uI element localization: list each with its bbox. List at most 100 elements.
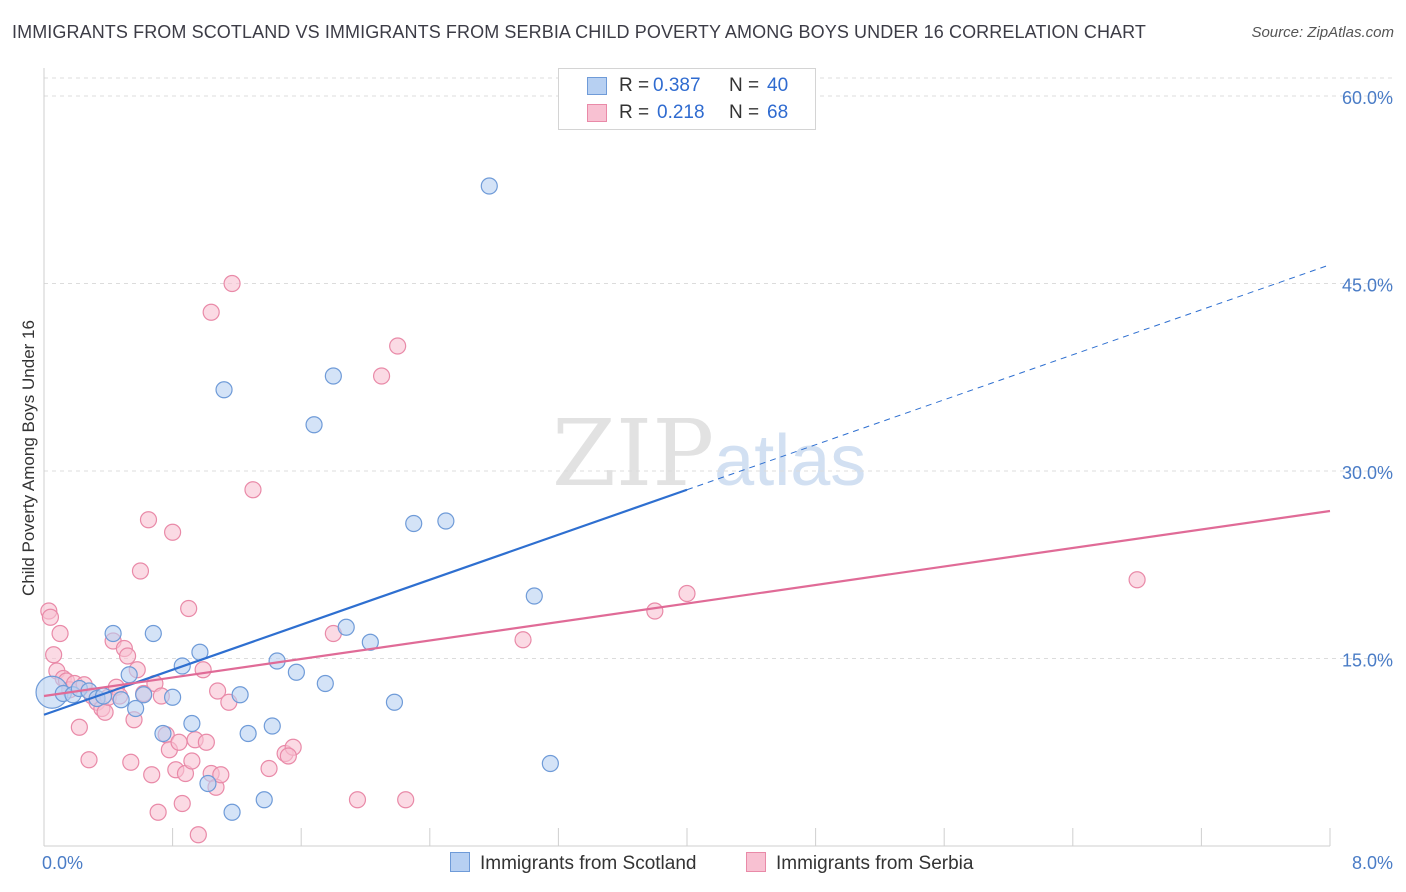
serbia-point [139,511,158,529]
serbia-point [678,584,696,603]
serbia-point [202,303,220,321]
scotland-point [480,177,498,195]
y-tick-label: 60.0% [1342,88,1393,108]
scotland-point [164,688,182,706]
serbia-point [260,759,278,778]
scotland-point [135,686,153,704]
bottom-legend-serbia: Immigrants from Serbia [746,852,973,875]
y-axis-label: Child Poverty Among Boys Under 16 [19,320,38,596]
serbia-point [80,751,98,769]
scotland-point [154,724,172,743]
serbia-point [1128,571,1146,589]
legend-r-label: R = [619,102,650,123]
legend: R = 0.387 N = 40 R = 0.218 N = 68 [558,68,816,130]
x-tick-label-min: 0.0% [42,853,83,873]
watermark-atlas: atlas [714,421,867,501]
scotland-point [255,791,273,809]
y-tick-label: 30.0% [1342,463,1393,483]
serbia-point [122,753,140,771]
scotland-points [35,177,559,821]
serbia-point [397,791,415,809]
serbia-points [40,274,1146,844]
serbia-point [173,794,191,813]
gridlines [44,77,1392,659]
serbia-point [514,631,532,649]
chart-title: IMMIGRANTS FROM SCOTLAND VS IMMIGRANTS F… [12,22,1147,42]
serbia-point [70,718,88,736]
serbia-swatch-icon [587,104,607,122]
scotland-point [263,717,281,735]
serbia-point [197,733,215,751]
scotland-swatch-icon [450,852,470,872]
y-tick-label: 15.0% [1342,651,1393,671]
y-tick-label: 45.0% [1342,276,1393,296]
watermark-zip: ZIP [552,400,715,507]
scotland-point [437,512,455,530]
scotland-point [287,663,305,681]
serbia-swatch-icon [746,852,766,872]
bottom-legend-scotland-label: Immigrants from Scotland [480,853,697,874]
serbia-point [348,791,367,809]
scotland-swatch-icon [587,77,607,95]
legend-n-label: N = [729,102,760,123]
serbia-point [45,646,63,664]
scotland-point [223,803,241,821]
serbia-point [279,747,297,765]
scotland-point [231,686,249,704]
scotland-trend-extension [686,264,1331,491]
serbia-point [372,367,391,385]
scotland-point [337,618,355,636]
x-tick-label-max: 8.0% [1352,853,1393,873]
serbia-point [223,274,241,293]
serbia-point [194,661,212,679]
scotland-point [120,666,138,684]
scotland-point [316,674,334,693]
legend-n-label: N = [729,75,760,96]
serbia-point [170,733,188,751]
scotland-point [239,724,257,743]
serbia-point [51,624,69,643]
serbia-point [212,766,230,784]
serbia-point [646,602,664,620]
serbia-point [131,562,150,580]
serbia-point [180,599,198,618]
scotland-point [525,587,543,605]
scotland-point [127,699,145,718]
axes [43,68,1331,847]
scotland-point [215,381,233,399]
scotland-point [305,416,323,434]
legend-r-value: 0.387 [653,75,701,96]
serbia-point [189,826,207,844]
serbia-point [389,337,407,355]
serbia-point [118,647,137,665]
bottom-legend-serbia-label: Immigrants from Serbia [776,853,974,874]
scotland-point [361,633,379,651]
scotland-point [112,691,130,709]
scotland-point [144,624,162,643]
bottom-legend-scotland: Immigrants from Scotland [450,852,696,875]
scotland-point [385,693,404,711]
serbia-point [164,523,182,541]
serbia-point [209,682,227,700]
serbia-point [183,752,201,770]
legend-r-value: 0.218 [657,102,705,123]
scotland-point [199,774,217,793]
scotland-point [324,367,342,385]
serbia-point [244,481,262,499]
scotland-point [183,714,201,733]
scotland-trend-line [43,488,688,716]
trend-lines [43,264,1331,716]
legend-n-value: 68 [767,102,789,123]
legend-r-label: R = [619,75,650,96]
serbia-point [143,766,161,784]
serbia-trend-line [43,509,1331,698]
serbia-point [149,803,167,821]
tick-labels: 15.0% 30.0% 45.0% 60.0% 0.0% 8.0% [42,88,1393,873]
scotland-point [405,514,423,533]
chart-source: Source: ZipAtlas.com [1251,24,1394,41]
legend-n-value: 40 [767,75,789,96]
scotland-point [541,754,559,773]
scotland-point [104,624,122,643]
serbia-point [41,608,60,626]
